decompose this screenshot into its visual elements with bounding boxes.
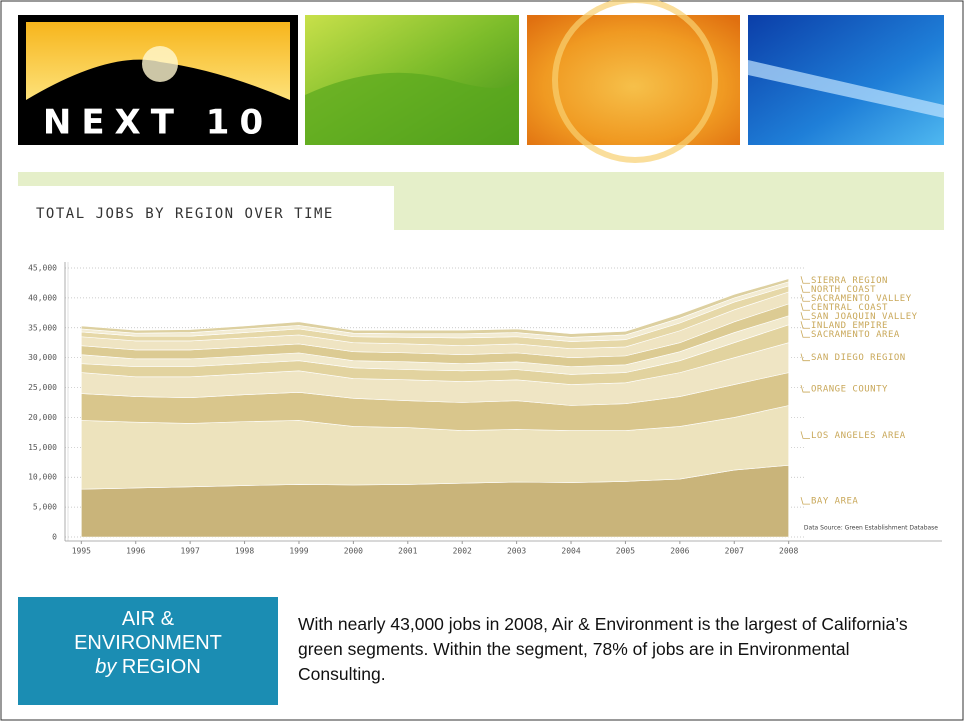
legend-bracket (800, 312, 810, 320)
photo-seal-ring (552, 0, 718, 163)
plot: 0 5,000 10,000 15,000 20,000 25,000 30,000 35,0… (28, 262, 942, 556)
x-tick-label: 2008 (779, 547, 798, 556)
y-tick-label: 30,000 (28, 353, 57, 362)
x-tick-label: 1996 (126, 547, 145, 556)
legend-label: NORTH COAST (811, 285, 876, 295)
legend-bracket (800, 497, 810, 505)
x-tick-label: 2007 (725, 547, 744, 556)
legend-label: SIERRA REGION (811, 276, 888, 286)
legend-bracket (800, 330, 810, 338)
photo-bridge-beam (748, 60, 944, 118)
legend-label: INLAND EMPIRE (811, 321, 888, 331)
x-tick-label: 2006 (670, 547, 689, 556)
x-tick-label: 2002 (453, 547, 472, 556)
x-tick-label: 1998 (235, 547, 254, 556)
legend-bracket (800, 431, 810, 439)
legend-bracket (800, 303, 810, 311)
legend-label: BAY AREA (811, 497, 858, 507)
x-tick-label: 2001 (398, 547, 417, 556)
y-tick-label: 20,000 (28, 413, 57, 422)
legend-bracket (800, 276, 810, 284)
section-title-line: by REGION (18, 655, 278, 679)
y-tick-label: 10,000 (28, 473, 57, 482)
photo-seal (527, 15, 740, 145)
x-tick-label: 2004 (561, 547, 580, 556)
section-title-word: by (95, 656, 117, 678)
y-tick-label: 5,000 (33, 503, 57, 512)
chart-title: TOTAL JOBS BY REGION OVER TIME (36, 206, 334, 222)
body-text: With nearly 43,000 jobs in 2008, Air & E… (298, 614, 908, 684)
legend-label: CENTRAL COAST (811, 303, 888, 313)
y-tick-label: 0 (52, 533, 57, 542)
x-tick-label: 1995 (72, 547, 91, 556)
section-title-line: ENVIRONMENT (74, 632, 222, 654)
y-tick-label: 35,000 (28, 323, 57, 332)
section-title-line: AIR & (121, 608, 175, 630)
legend-label: LOS ANGELES AREA (811, 431, 906, 441)
photo-hill-shape (305, 70, 520, 145)
legend-label: SACRAMENTO VALLEY (811, 294, 912, 304)
legend-bracket (800, 294, 810, 302)
x-tick-label: 2000 (344, 547, 363, 556)
x-tick-label: 2003 (507, 547, 526, 556)
x-tick-label: 2005 (616, 547, 635, 556)
legend-bracket (800, 353, 810, 362)
x-tick-label: 1997 (181, 547, 200, 556)
y-tick-label: 45,000 (28, 264, 57, 273)
legend-label: SACRAMENTO AREA (811, 330, 900, 340)
legend-bracket (800, 285, 810, 293)
area (81, 278, 789, 338)
legend-label: ORANGE COUNTY (811, 385, 888, 395)
y-tick-label: 25,000 (28, 383, 57, 392)
y-tick-label: 15,000 (28, 443, 57, 452)
legend-bracket (800, 384, 810, 393)
section-title-word: REGION (121, 656, 201, 678)
legend-label: SAN DIEGO REGION (811, 353, 906, 363)
logo-sunball (142, 46, 178, 82)
legend-bracket (800, 321, 810, 329)
chart-title-tab (18, 186, 394, 234)
section-title: AIR & ENVIRONMENT by REGION (18, 597, 278, 705)
logo-text: NEXT 10 (43, 103, 273, 143)
legend-label: SAN JOAQUIN VALLEY (811, 312, 918, 322)
data-source: Data Source: Green Establishment Databas… (804, 525, 938, 532)
x-tick-label: 1999 (289, 547, 308, 556)
y-tick-label: 40,000 (28, 293, 57, 302)
